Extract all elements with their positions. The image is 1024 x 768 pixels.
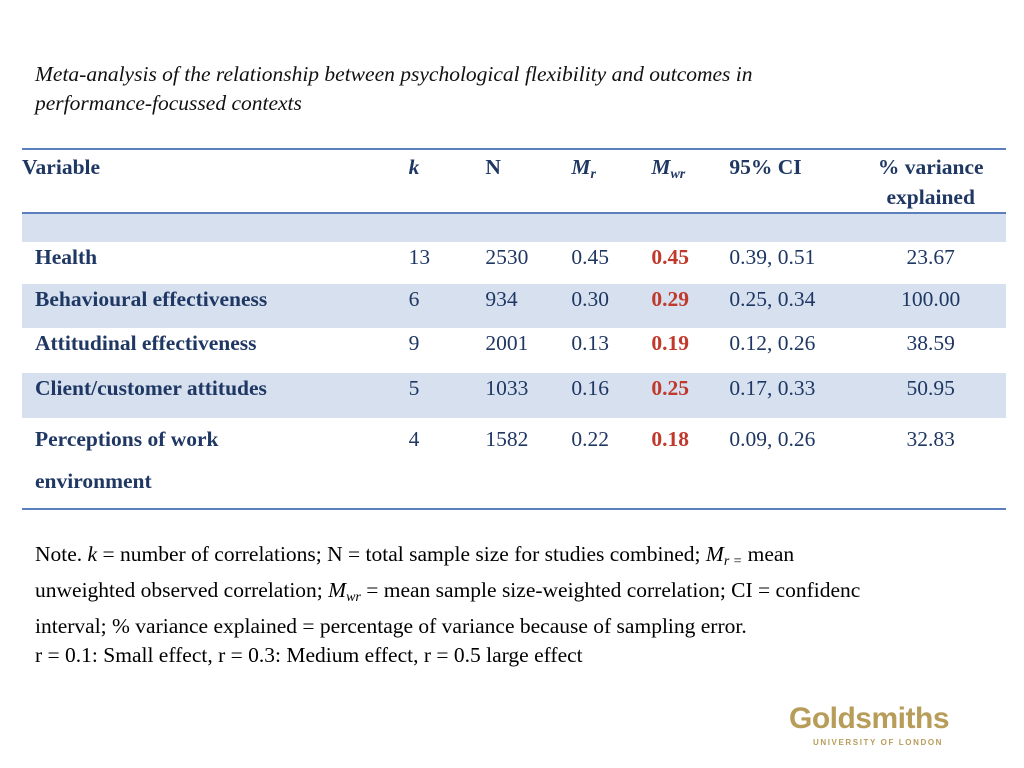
- cell-n: 2530: [485, 245, 529, 269]
- cell-variance-explained: 100.00: [855, 284, 1006, 328]
- slide-title: Meta-analysis of the relationship betwee…: [35, 60, 975, 118]
- cell-variable: Attitudinal effectiveness: [35, 331, 257, 355]
- cell-ci: 0.09, 0.26: [729, 418, 856, 510]
- header-variance-explained: % variance explained: [855, 148, 1006, 214]
- logo-subtitle: UNIVERSITY OF LONDON: [812, 738, 944, 747]
- meta-analysis-table: Variable k N Mr Mwr 95% CI % variance exp…: [22, 148, 1006, 510]
- cell-mwr: 0.19: [651, 331, 689, 355]
- header-mr: Mr: [571, 148, 652, 214]
- cell-variance-explained: 50.95: [855, 373, 1006, 418]
- logo-wordmark: Goldsmiths: [788, 702, 950, 735]
- header-ci: 95% CI: [729, 148, 856, 214]
- cell-ci: 0.17, 0.33: [729, 373, 856, 418]
- note-line-4: r = 0.1: Small effect, r = 0.3: Medium e…: [35, 643, 583, 667]
- title-line-1: Meta-analysis of the relationship betwee…: [35, 62, 753, 86]
- cell-n: 1582: [485, 418, 572, 510]
- cell-n: 1033: [485, 373, 572, 418]
- cell-variable: Health: [35, 245, 98, 269]
- cell-k: 9: [408, 331, 420, 355]
- table-row: Perceptions of work environment 4 1582 0.…: [22, 418, 1006, 510]
- cell-mr: 0.16: [571, 373, 652, 418]
- cell-mr: 0.22: [571, 418, 652, 510]
- table-row: Client/customer attitudes 5 1033 0.16 0.…: [22, 373, 1006, 418]
- cell-variance-explained: 38.59: [906, 331, 955, 355]
- cell-variable: Perceptions of work environment: [22, 418, 409, 510]
- cell-variable: Client/customer attitudes: [22, 373, 409, 418]
- cell-mwr: 0.45: [651, 245, 689, 269]
- cell-n: 2001: [485, 331, 529, 355]
- cell-ci: 0.12, 0.26: [729, 331, 816, 355]
- header-variable: Variable: [22, 148, 409, 214]
- note-line-1: Note. k = number of correlations; N = to…: [35, 542, 795, 569]
- title-line-2: performance-focussed contexts: [35, 91, 302, 115]
- table-row: Attitudinal effectiveness 9 2001 0.13 0.…: [22, 328, 1006, 373]
- cell-ci: 0.39, 0.51: [729, 245, 816, 269]
- cell-variance-explained: 32.83: [855, 418, 1006, 510]
- table-spacer-row: [22, 213, 1006, 242]
- cell-mr: 0.13: [571, 331, 609, 355]
- header-n: N: [485, 148, 572, 214]
- cell-k: 6: [408, 284, 486, 328]
- table-row: Behavioural effectiveness 6 934 0.30 0.2…: [22, 284, 1006, 328]
- header-k: k: [408, 148, 486, 214]
- cell-variance-explained: 23.67: [906, 245, 955, 269]
- cell-k: 4: [408, 418, 486, 510]
- cell-k: 5: [408, 373, 486, 418]
- cell-mwr: 0.18: [651, 418, 730, 510]
- header-mwr: Mwr: [651, 148, 730, 214]
- table-note: Note. k = number of correlations; N = to…: [35, 540, 1024, 670]
- note-line-3: interval; % variance explained = percent…: [35, 614, 747, 638]
- cell-n: 934: [485, 284, 572, 328]
- cell-variable: Behavioural effectiveness: [22, 284, 409, 328]
- cell-mwr: 0.29: [651, 284, 730, 328]
- cell-mwr: 0.25: [651, 373, 730, 418]
- cell-mr: 0.30: [571, 284, 652, 328]
- cell-mr: 0.45: [571, 245, 609, 269]
- goldsmiths-logo: Goldsmiths UNIVERSITY OF LONDON: [785, 703, 953, 748]
- cell-ci: 0.25, 0.34: [729, 284, 856, 328]
- cell-k: 13: [408, 245, 431, 269]
- note-line-2: unweighted observed correlation; Mwr = m…: [35, 578, 861, 605]
- table-header-row: Variable k N Mr Mwr 95% CI % variance exp…: [22, 148, 1006, 214]
- table-row: Health 13 2530 0.45 0.45 0.39, 0.51 23.6…: [22, 242, 1006, 284]
